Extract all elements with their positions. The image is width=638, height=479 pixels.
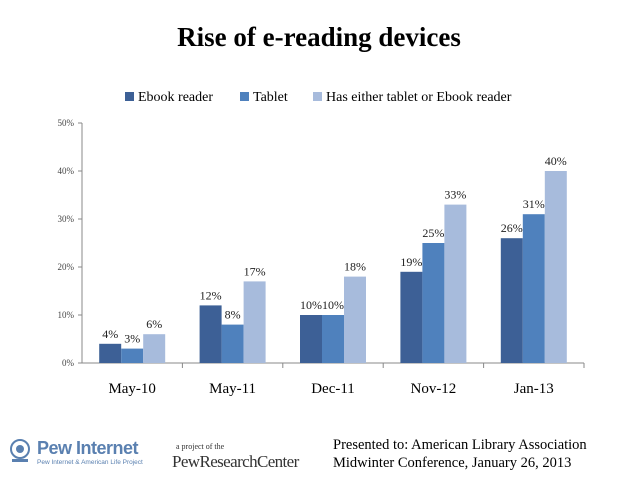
legend-label: Has either tablet or Ebook reader bbox=[326, 90, 512, 105]
y-tick-label: 20% bbox=[58, 262, 75, 272]
data-label: 31% bbox=[523, 197, 545, 211]
data-label: 10% bbox=[300, 298, 322, 312]
bar bbox=[322, 315, 344, 363]
project-of-text: a project of the bbox=[176, 442, 225, 451]
pew-internet-subtitle: Pew Internet & American Life Project bbox=[37, 459, 143, 466]
data-label: 8% bbox=[225, 308, 241, 322]
bar bbox=[300, 315, 322, 363]
data-label: 25% bbox=[422, 226, 444, 240]
data-label: 17% bbox=[244, 264, 266, 278]
bar bbox=[500, 238, 523, 363]
legend-label: Ebook reader bbox=[138, 90, 213, 105]
y-tick-label: 0% bbox=[62, 358, 75, 368]
y-tick-label: 50% bbox=[58, 118, 75, 128]
data-label: 19% bbox=[400, 255, 422, 269]
data-label: 33% bbox=[444, 188, 466, 202]
category-label: Dec-11 bbox=[311, 381, 355, 397]
y-tick-label: 40% bbox=[58, 166, 75, 176]
bar-chart: 0% 10% 20% 30% 40% 50% 4% 3% 6% May-10 12%8% 17% May… bbox=[58, 90, 585, 397]
bar bbox=[221, 324, 244, 363]
data-label: 26% bbox=[501, 221, 523, 235]
legend-swatch bbox=[125, 92, 134, 101]
data-label: 40% bbox=[545, 154, 567, 168]
presented-line-2: Midwinter Conference, January 26, 2013 bbox=[333, 455, 572, 471]
bar bbox=[199, 305, 222, 363]
bar bbox=[344, 276, 366, 363]
legend-swatch bbox=[240, 92, 249, 101]
presented-to-text: Presented to: American Library Associati… bbox=[333, 436, 587, 472]
legend-label: Tablet bbox=[253, 90, 288, 105]
bar bbox=[143, 334, 166, 363]
data-label: 4% bbox=[102, 327, 118, 341]
bar bbox=[444, 204, 467, 363]
data-label: 6% bbox=[146, 317, 162, 331]
pew-research-center-name: PewResearchCenter bbox=[172, 452, 299, 471]
category-label: Nov-12 bbox=[410, 381, 456, 397]
chart-title: Rise of e-reading devices bbox=[177, 22, 461, 52]
legend-swatch bbox=[313, 92, 322, 101]
bar bbox=[99, 343, 122, 363]
bar bbox=[243, 281, 266, 363]
data-label: 12% bbox=[200, 288, 222, 302]
y-tick-label: 10% bbox=[58, 310, 75, 320]
data-label: 10% bbox=[322, 298, 344, 312]
data-label: 3% bbox=[124, 332, 140, 346]
bar bbox=[400, 271, 423, 363]
pew-internet-name: Pew Internet bbox=[37, 438, 139, 458]
pew-internet-logo-icon bbox=[10, 439, 30, 462]
bar bbox=[121, 348, 144, 363]
data-label: 18% bbox=[344, 260, 366, 274]
bar bbox=[522, 214, 545, 363]
bar bbox=[544, 171, 567, 363]
category-label: May-10 bbox=[108, 381, 156, 397]
category-label: Jan-13 bbox=[514, 381, 554, 397]
bar bbox=[422, 243, 445, 363]
presented-line-1: Presented to: American Library Associati… bbox=[333, 437, 587, 453]
y-tick-label: 30% bbox=[58, 214, 75, 224]
category-label: May-11 bbox=[209, 381, 256, 397]
